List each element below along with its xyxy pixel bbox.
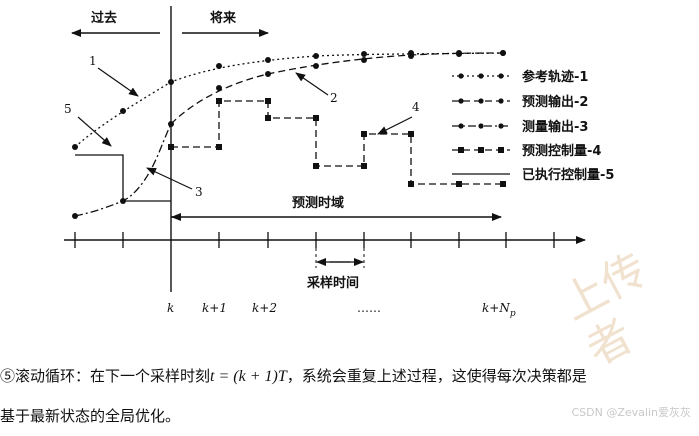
callout-4: 4 (412, 100, 420, 114)
callout-1: 1 (89, 54, 97, 68)
past-label: 过去 (91, 10, 117, 26)
tick-label-knp: k+Np (482, 301, 516, 319)
legend-label-executed-control: 已执行控制量-5 (522, 167, 614, 183)
csdn-watermark: CSDN @Zevalin爱灰灰 (571, 406, 692, 419)
executed-control-line (75, 154, 171, 202)
callout-5-arrow (77, 116, 112, 147)
callout-2-arrow (295, 72, 329, 96)
prediction-horizon-label: 预测时域 (292, 195, 344, 211)
reference-trajectory-points (72, 50, 506, 150)
reference-trajectory-curve (74, 52, 504, 148)
measured-output-curve (74, 123, 172, 217)
measured-output-points (72, 198, 126, 219)
caption-paragraph: ⑤滚动循环：在下一个采样时刻t = (k + 1)T，系统会重复上述过程，这使得… (0, 356, 699, 436)
legend: 参考轨迹-1 预测输出-2 测量输出-3 预测控制量-4 已执行控制量-5 (452, 69, 614, 183)
legend-label-predicted-control: 预测控制量-4 (522, 143, 601, 159)
legend-label-predicted-output: 预测输出-2 (522, 94, 588, 110)
predicted-output-points (168, 50, 506, 127)
time-axis-ticks (74, 232, 555, 248)
callout-5: 5 (64, 102, 72, 116)
callout-2: 2 (330, 91, 338, 105)
callout-1-arrow (97, 67, 139, 97)
predicted-control-markers (168, 98, 506, 187)
sampling-time-label: 采样时间 (306, 275, 359, 291)
callout-3-arrow (146, 167, 193, 190)
callout-3: 3 (195, 185, 203, 199)
future-label: 将来 (210, 10, 237, 26)
mpc-diagram: 过去 将来 1 2 3 4 5 (64, 6, 614, 319)
tick-label-k: k (167, 301, 174, 315)
predicted-control-line (171, 100, 503, 185)
caption-formula: t = (k + 1)T (210, 368, 287, 385)
caption-line-1: ⑤滚动循环：在下一个采样时刻t = (k + 1)T，系统会重复上述过程，这使得… (0, 367, 587, 385)
tick-label-ellipsis: …… (357, 301, 381, 315)
legend-label-measured-output: 测量输出-3 (522, 119, 588, 135)
legend-label-reference: 参考轨迹-1 (522, 69, 588, 85)
tick-label-k1: k+1 (202, 301, 227, 315)
tick-label-k2: k+2 (252, 301, 277, 315)
caption-line-2: 基于最新状态的全局优化。 (0, 407, 181, 425)
callout-4-arrow (377, 116, 413, 135)
